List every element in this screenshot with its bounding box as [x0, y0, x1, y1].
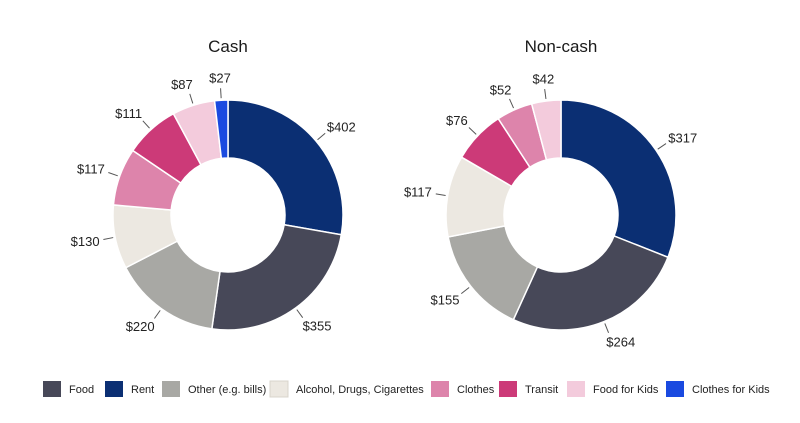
legend-label: Clothes [457, 384, 495, 396]
cash-donut-chart: Cash $402 $355 $220 $130 $117 $111 $87 $27 [71, 37, 356, 334]
leader-line [435, 193, 446, 197]
legend-label: Food [69, 384, 94, 396]
data-label: $402 [327, 119, 356, 134]
slice-rent [560, 99, 677, 259]
legend: Food Rent Other (e.g. bills) Alcohol, Drugs… [43, 380, 770, 398]
data-label: $27 [209, 71, 231, 86]
legend-item-rent: Rent [105, 381, 154, 397]
legend-label: Other (e.g. bills) [188, 384, 266, 396]
chart-title: Cash [208, 37, 248, 56]
legend-item-alcohol-drugs-cigarettes: Alcohol, Drugs, Cigarettes [269, 380, 424, 398]
data-label: $155 [431, 292, 460, 307]
legend-item-clothes: Clothes [431, 381, 495, 397]
slice-food [512, 234, 669, 331]
legend-label: Transit [525, 384, 558, 396]
leader-line [220, 88, 222, 99]
leader-line [103, 237, 114, 240]
data-label: $355 [303, 318, 332, 333]
legend-label: Alcohol, Drugs, Cigarettes [296, 384, 424, 396]
data-label: $87 [171, 77, 193, 92]
leader-line [142, 120, 150, 129]
legend-swatch [162, 381, 180, 397]
legend-swatch [431, 381, 449, 397]
leader-line [154, 310, 161, 319]
chart-title: Non-cash [525, 37, 598, 56]
legend-label: Rent [131, 384, 154, 396]
data-label: $111 [115, 106, 142, 121]
leader-line [544, 88, 547, 100]
legend-swatch [499, 381, 517, 397]
data-label: $42 [533, 72, 555, 87]
slice-food [210, 223, 343, 331]
legend-item-clothes-for-kids: Clothes for Kids [666, 381, 770, 397]
data-label: $117 [77, 162, 105, 177]
legend-item-food: Food [43, 381, 94, 397]
non-cash-donut-chart: Non-cash $317 $264 $155 $117 $76 $52 $42 [404, 37, 697, 350]
legend-label: Clothes for Kids [692, 384, 770, 396]
data-label: $52 [490, 82, 512, 97]
data-label: $130 [71, 234, 100, 249]
slice-food-for-kids [530, 99, 562, 161]
leader-line [509, 98, 515, 109]
leader-line [108, 171, 118, 177]
legend-label: Food for Kids [593, 384, 659, 396]
legend-swatch [269, 380, 289, 398]
legend-swatch [105, 381, 123, 397]
slice-clothes-for-kids [213, 99, 229, 160]
leader-line [189, 93, 194, 104]
legend-item-transit: Transit [499, 381, 558, 397]
slice-rent [227, 99, 344, 236]
charts-layer: Cash $402 $355 $220 $130 $117 $111 $87 $27 Non-ca… [71, 37, 698, 350]
legend-item-food-for-kids: Food for Kids [567, 381, 659, 397]
leader-line [604, 323, 610, 333]
leader-line [317, 132, 326, 141]
data-label: $220 [126, 319, 155, 334]
data-label: $117 [404, 185, 432, 200]
leader-line [460, 287, 470, 295]
leader-line [657, 143, 667, 150]
leader-line [468, 127, 477, 135]
leader-line [296, 309, 304, 319]
legend-item-other-e-g-bills: Other (e.g. bills) [162, 381, 266, 397]
data-label: $76 [446, 113, 468, 128]
legend-swatch [666, 381, 684, 397]
data-label: $317 [668, 130, 697, 145]
data-label: $264 [606, 335, 635, 350]
legend-swatch [43, 381, 61, 397]
legend-swatch [567, 381, 585, 397]
